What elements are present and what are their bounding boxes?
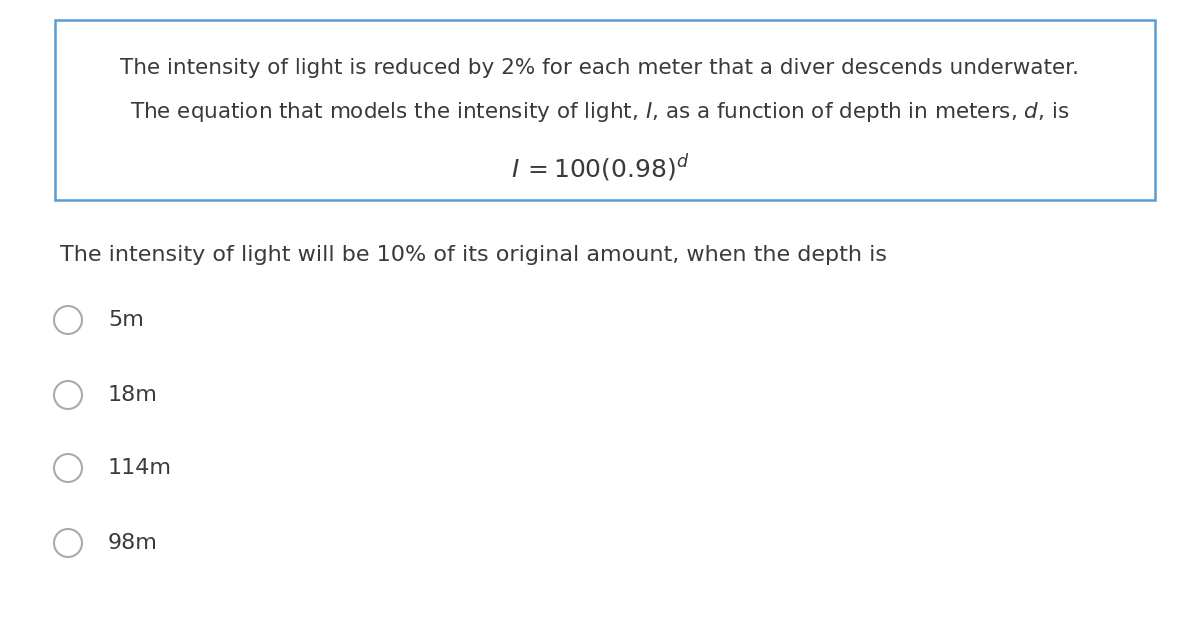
Circle shape [54,454,82,482]
Text: 114m: 114m [108,458,172,478]
Circle shape [54,381,82,409]
Text: 5m: 5m [108,310,144,330]
Text: The intensity of light will be 10% of its original amount, when the depth is: The intensity of light will be 10% of it… [60,245,887,265]
Circle shape [54,306,82,334]
Text: The equation that models the intensity of light, $\mathit{I}$, as a function of : The equation that models the intensity o… [131,100,1069,124]
Text: The intensity of light is reduced by 2% for each meter that a diver descends und: The intensity of light is reduced by 2% … [120,58,1080,78]
Text: 98m: 98m [108,533,158,553]
FancyBboxPatch shape [55,20,1154,200]
Text: 18m: 18m [108,385,158,405]
Circle shape [54,529,82,557]
Text: $\mathit{I}\,=100(0.98)^{\mathit{d}}$: $\mathit{I}\,=100(0.98)^{\mathit{d}}$ [511,152,689,184]
